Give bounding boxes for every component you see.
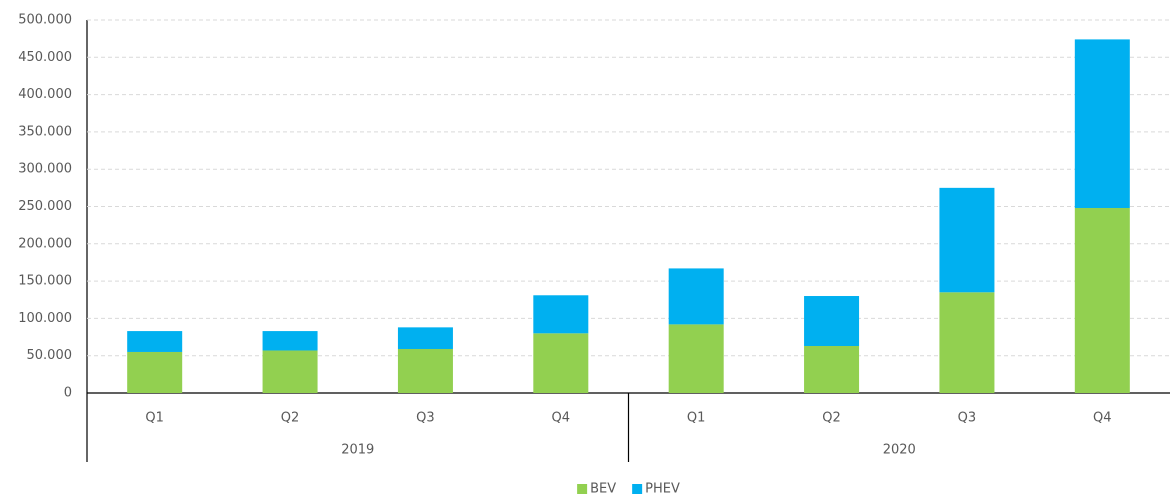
y-tick-label: 200.000 [18,236,72,251]
bar-segment [939,292,995,393]
y-tick-label: 150.000 [18,274,72,289]
bar-segment [127,331,183,352]
bar-segment [1074,207,1130,393]
x-tick-label: Q3 [416,411,435,426]
x-tick-label: Q1 [687,411,706,426]
y-tick-label: 350.000 [18,124,72,139]
x-group-label: 2019 [341,443,374,458]
legend-label: BEV [590,482,616,497]
bar-segment [262,331,318,351]
y-tick-label: 400.000 [18,87,72,102]
bar-segment [397,348,453,393]
bar-segment [804,296,860,347]
bar-segment [939,187,995,293]
x-tick-label: Q4 [1093,411,1112,426]
legend-swatch [632,484,643,494]
x-tick-label: Q4 [552,411,571,426]
bar-segment [533,333,589,393]
y-tick-label: 250.000 [18,199,72,214]
y-tick-label: 450.000 [18,50,72,65]
legend: BEV PHEV [577,482,680,497]
bar-segment [533,295,589,334]
bar-segment [397,327,453,349]
x-group-label: 2020 [883,443,916,458]
y-tick-label: 0 [64,386,72,401]
legend-swatch [577,484,588,494]
bar-segment [1074,39,1130,208]
bar-segment [668,268,724,325]
bar-segment [127,351,183,393]
x-tick-label: Q2 [822,411,841,426]
bar-segment [668,324,724,393]
y-tick-label: 300.000 [18,162,72,177]
y-tick-label: 500.000 [18,13,72,28]
x-tick-label: Q1 [145,411,164,426]
x-tick-label: Q2 [281,411,300,426]
y-tick-label: 50.000 [27,348,73,363]
bar-segment [262,350,318,393]
legend-label: PHEV [645,482,680,497]
x-tick-label: Q3 [958,411,977,426]
y-tick-label: 100.000 [18,311,72,326]
bar-segment [804,346,860,393]
